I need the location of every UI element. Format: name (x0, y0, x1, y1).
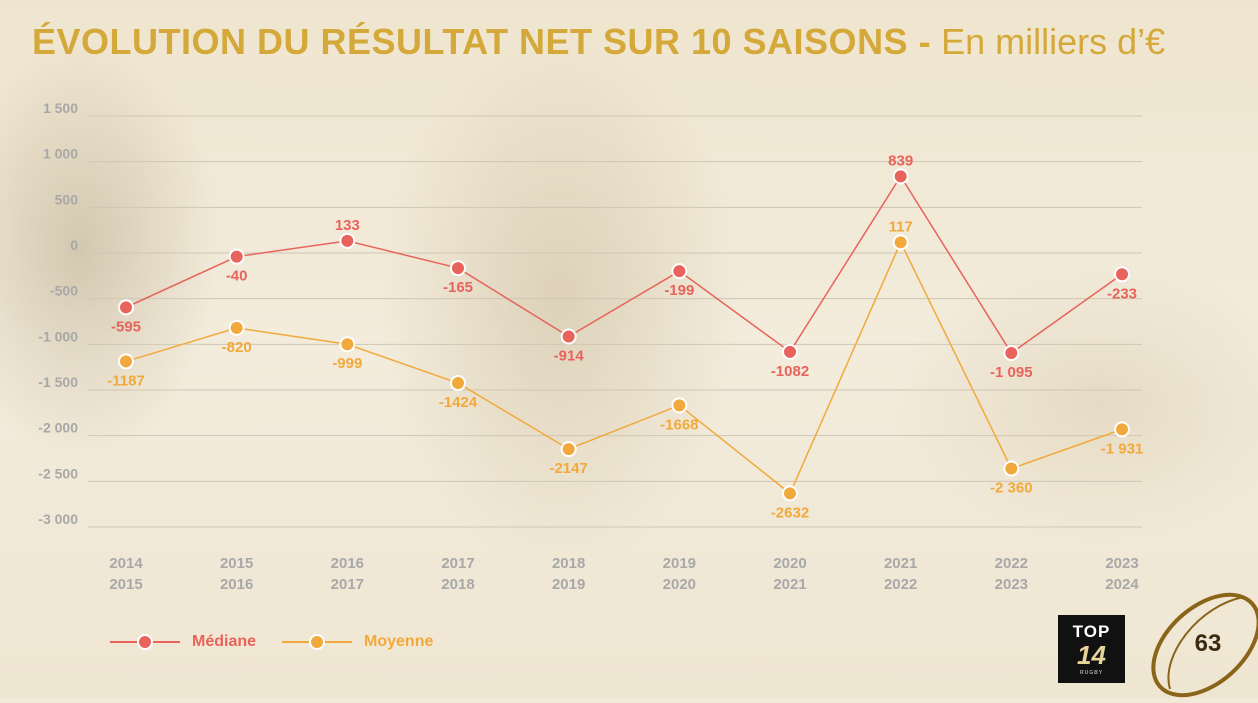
data-point-moyenne (892, 234, 909, 251)
x-tick-label: 2018 (552, 555, 585, 572)
legend-item-mediane: Médiane (110, 633, 256, 651)
y-tick-label: -2 000 (38, 420, 78, 436)
series-line-moyenne (125, 240, 1123, 495)
x-tick-label: 2019 (552, 576, 585, 593)
y-tick-label: -1 000 (38, 328, 78, 344)
data-label-moyenne: -1 931 (1101, 440, 1144, 457)
data-label-moyenne: -2147 (549, 460, 587, 477)
legend-item-moyenne: Moyenne (282, 633, 433, 651)
data-point-moyenne (1003, 460, 1020, 477)
legend-label-moyenne: Moyenne (364, 633, 434, 650)
data-point-moyenne (782, 485, 798, 502)
chart-legend: Médiane Moyenne (110, 628, 433, 656)
data-label-mediane: -165 (443, 279, 473, 296)
x-tick-label: 2015 (109, 576, 142, 593)
y-tick-label: -3 000 (38, 511, 78, 527)
x-tick-label: 2017 (331, 576, 364, 593)
title-subtitle: En milliers d’€ (941, 21, 1166, 62)
x-tick-label: 2020 (663, 576, 696, 593)
logo-text-rugby: RUGBY (1079, 669, 1104, 676)
data-label-mediane: 839 (888, 152, 913, 169)
y-tick-label: 1 000 (43, 146, 78, 162)
logo-text-14: 14 (1077, 639, 1106, 670)
x-tick-label: 2022 (884, 576, 917, 593)
data-point-moyenne (228, 319, 245, 336)
data-point-moyenne (1114, 421, 1130, 438)
title-main: ÉVOLUTION DU RÉSULTAT NET SUR 10 SAISONS… (32, 21, 932, 62)
data-label-moyenne: -820 (222, 339, 252, 356)
data-label-mediane: -199 (664, 282, 694, 299)
x-tick-label: 2014 (109, 555, 143, 572)
line-chart: 1 500 1 000 500 0 -500 -1 000 -1 500 -2 000 -2 5… (38, 100, 1144, 593)
x-tick-label: 2023 (1105, 555, 1138, 572)
page-title: ÉVOLUTION DU RÉSULTAT NET SUR 10 SAISONS… (32, 20, 1165, 64)
data-label-moyenne: -2632 (771, 504, 809, 521)
top14-logo: TOP 14 RUGBY (1058, 615, 1125, 683)
data-point-moyenne (339, 336, 356, 353)
data-point-mediane (1114, 266, 1130, 283)
x-tick-label: 2021 (884, 555, 917, 572)
x-tick-label: 2019 (663, 555, 696, 572)
x-tick-label: 2015 (220, 555, 253, 572)
x-tick-label: 2016 (331, 555, 364, 572)
data-point-mediane (671, 263, 688, 280)
data-label-moyenne: -999 (332, 355, 362, 372)
data-label-mediane: -40 (226, 268, 248, 285)
x-tick-label: 2018 (441, 576, 474, 593)
x-tick-label: 2016 (220, 576, 253, 593)
legend-marker-mediane (137, 634, 153, 650)
legend-label-mediane: Médiane (192, 633, 257, 650)
y-tick-label: 500 (55, 191, 79, 207)
rugby-ball-icon (1140, 585, 1258, 698)
data-point-mediane (228, 248, 245, 265)
x-tick-label: 2020 (773, 555, 806, 572)
data-point-moyenne (450, 375, 466, 392)
data-label-mediane: -1 095 (990, 364, 1033, 381)
data-label-moyenne: -2 360 (990, 480, 1033, 497)
data-label-mediane: 133 (335, 217, 360, 234)
page-number: 63 (1194, 630, 1222, 657)
data-point-moyenne (118, 353, 134, 370)
series-line-mediane (125, 174, 1123, 355)
legend-line-moyenne (282, 634, 353, 650)
data-point-mediane (782, 343, 798, 360)
legend-line-mediane (110, 634, 180, 650)
y-tick-label: -500 (50, 283, 78, 299)
y-tick-label: -1 500 (38, 374, 78, 390)
x-tick-label: 2023 (995, 576, 1028, 593)
legend-marker-moyenne (309, 634, 326, 650)
data-point-moyenne (671, 397, 688, 414)
data-label-mediane: -595 (111, 318, 141, 335)
data-label-mediane: -914 (554, 347, 585, 364)
data-label-mediane: -233 (1107, 285, 1137, 302)
data-point-mediane (560, 328, 577, 345)
data-label-moyenne: -1187 (107, 372, 145, 389)
x-tick-label: 2022 (995, 555, 1028, 572)
y-tick-label: 0 (70, 237, 78, 253)
data-point-mediane (339, 232, 356, 249)
data-label-moyenne: -1424 (439, 394, 478, 411)
x-tick-label: 2024 (1105, 576, 1139, 593)
data-point-moyenne (560, 441, 577, 458)
y-tick-label: -2 500 (38, 465, 78, 481)
data-point-mediane (450, 260, 466, 277)
data-point-mediane (118, 299, 134, 316)
data-label-moyenne: 117 (889, 218, 913, 235)
data-label-moyenne: -1668 (660, 416, 698, 433)
x-tick-label: 2021 (773, 576, 806, 593)
data-point-mediane (1003, 345, 1020, 362)
x-tick-label: 2017 (441, 555, 474, 572)
data-point-mediane (892, 168, 909, 185)
data-label-mediane: -1082 (771, 363, 809, 380)
logo-text-top: TOP (1072, 621, 1111, 641)
y-tick-label: 1 500 (43, 100, 78, 116)
